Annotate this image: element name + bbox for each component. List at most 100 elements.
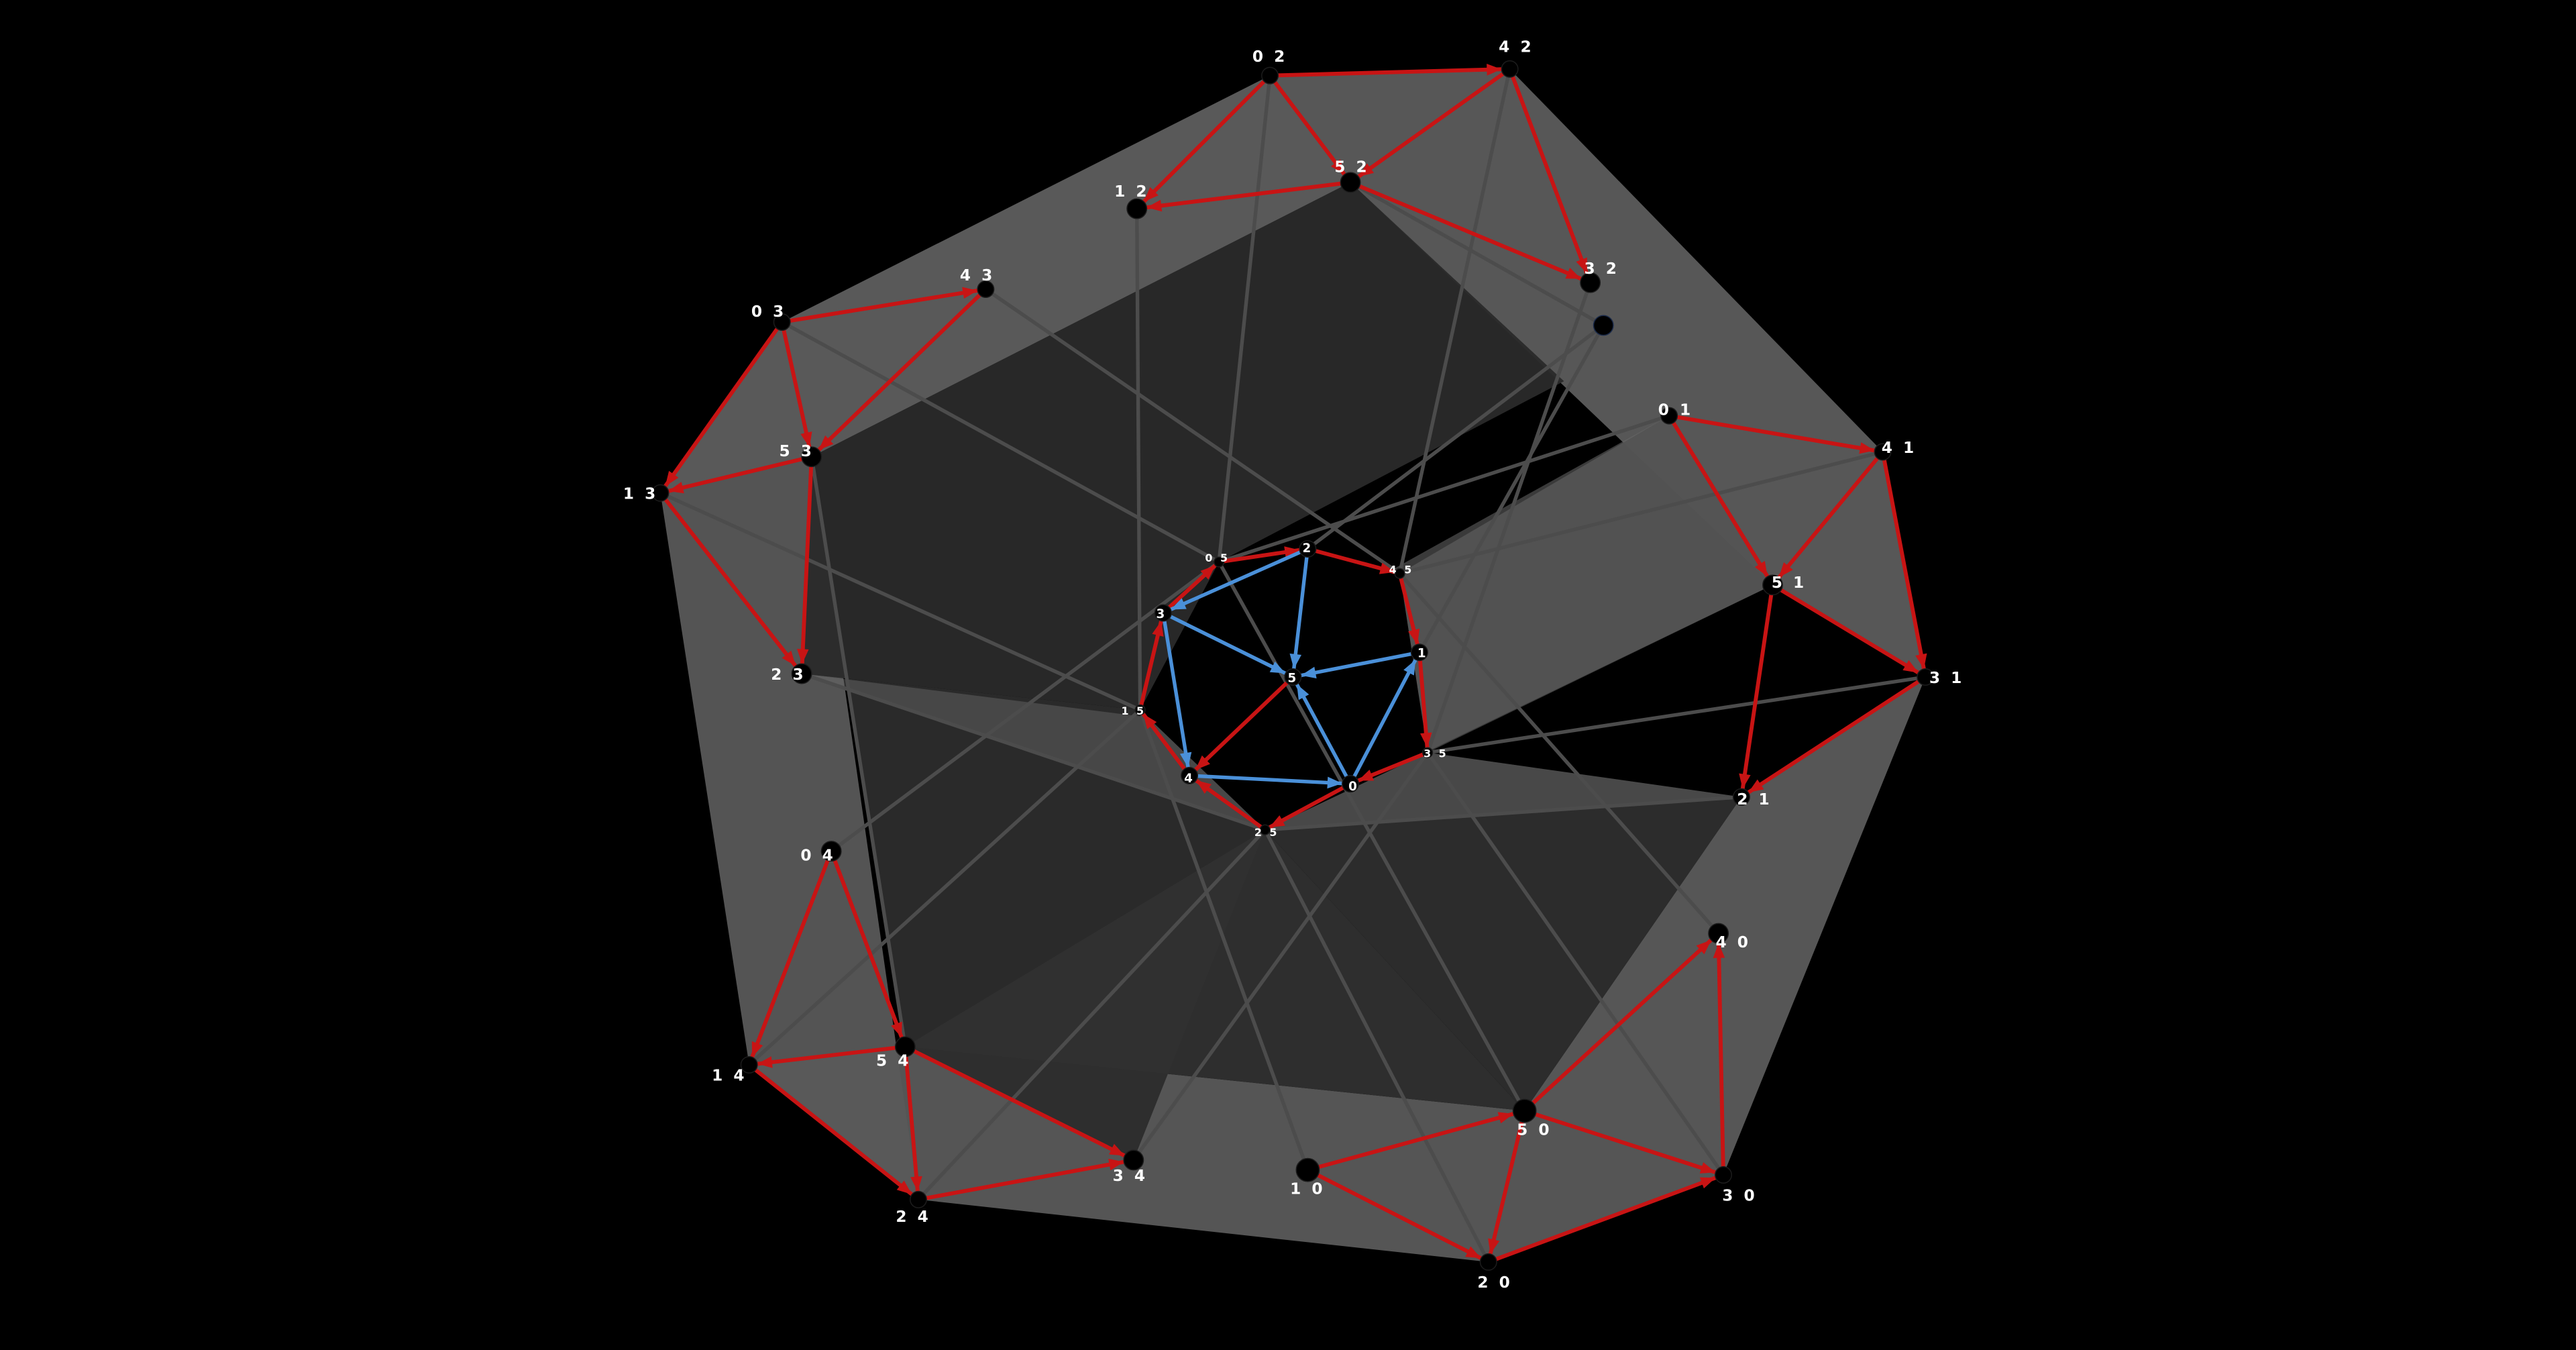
face-8 [1265,752,1741,1111]
node-label-5: 5 [1287,671,1298,685]
edge-10-20 [1305,1167,1483,1261]
node-label-45: 4 5 [1389,563,1414,576]
node-label-32: 3 2 [1585,260,1619,278]
node-label-51: 5 1 [1772,574,1807,592]
edge-54-14 [755,1045,908,1068]
inner-edges [1161,547,1421,789]
node-label-34: 3 4 [1113,1167,1148,1185]
node-labels: 0 2 4 2 5 2 1 2 3 2 0 3 4 3 5 3 1 3 2 3 0 1 4 1 5 1 3… [623,38,1964,1292]
edge-50-30 [1522,1108,1718,1175]
edge-3-5 [1161,611,1288,676]
edge-54-34 [903,1045,1127,1158]
node-label-1: 1 [1417,647,1428,661]
edge-31-35 [1426,675,1927,755]
edge-01-41 [1667,413,1877,454]
edge-14-15 [747,708,1142,1067]
node-label-13: 1 3 [623,485,658,503]
face-1 [660,75,1351,493]
edge-03-53 [780,320,812,450]
node-label-03: 0 3 [751,303,786,321]
node-1 [1410,643,1428,662]
edge-42-52 [1356,66,1512,179]
edge-50-40 [1522,938,1713,1113]
edge-02-12 [1142,73,1273,204]
edge-30-35 [1426,750,1725,1177]
node-52 [1340,172,1361,193]
node-40 [1708,923,1729,944]
node-label-41: 4 1 [1882,439,1917,457]
edge-42-32 [1507,66,1589,276]
edge-0-1 [1348,658,1417,786]
face-12 [1140,562,1428,830]
edge-25-4 [1194,778,1267,832]
node-label-10: 1 0 [1290,1180,1325,1198]
edge-01-05 [1217,413,1671,564]
edge-02-52 [1268,73,1347,177]
node-label-24: 2 4 [896,1208,930,1226]
node-3 [1154,604,1172,622]
edge-34-35 [1132,750,1430,1162]
edge-02-05 [1217,73,1272,564]
edge-0-25 [1267,782,1353,830]
node-label-4: 4 [1184,772,1195,786]
node-5 [1284,668,1302,686]
node-20 [1479,1253,1497,1271]
face-0 [1270,68,1926,677]
edge-50-20 [1488,1108,1527,1256]
edge-4-0 [1187,774,1344,789]
node-12 [1126,198,1148,219]
node-32 [1580,272,1601,293]
node-label-0: 0 [1348,780,1359,794]
node-45 [1394,568,1405,579]
node-0 [1342,775,1360,793]
edge-52-32 [1348,180,1583,281]
node-label-05: 0 5 [1205,552,1230,564]
node-label-04: 0 4 [800,846,835,864]
node-41 [1874,443,1892,461]
edge-10-15 [1138,708,1310,1172]
node-04 [820,841,842,862]
edge-1-5 [1299,650,1421,679]
edge-43-53 [816,287,988,452]
edge-52-hidden [1348,180,1605,327]
edge-14-24 [747,1062,914,1197]
node-label-01: 0 1 [1658,401,1693,419]
edge-1-35 [1417,650,1432,750]
node-label-14: 1 4 [712,1067,747,1085]
directed-edges [658,63,1928,1264]
edge-03-43 [780,287,980,324]
edge-0-5 [1295,682,1352,786]
edge-54-24 [903,1045,922,1194]
node-label-25: 2 5 [1254,826,1279,839]
edge-53-23 [796,454,814,666]
node-42 [1501,60,1519,78]
node-15 [1134,704,1146,716]
edge-01-51 [1667,413,1770,579]
edge-42-45 [1397,67,1512,576]
node-label-23: 2 3 [771,666,806,684]
node-05 [1214,556,1225,568]
edge-52-12 [1144,180,1353,212]
node-label-3: 3 [1157,607,1167,621]
node-label-31: 3 1 [1929,669,1964,687]
node-hidden [1593,315,1614,336]
edge-23-25 [800,672,1267,832]
edge-03-05 [780,320,1221,564]
node-23 [791,663,812,684]
edge-02-42 [1268,63,1504,78]
edge-41-45 [1397,450,1885,576]
edge-20-25 [1263,828,1491,1264]
node-label-35: 3 5 [1424,747,1448,760]
edge-05-2 [1217,546,1302,564]
edge-15-3 [1138,619,1164,712]
node-30 [1714,1166,1732,1184]
edge-10-50 [1305,1112,1516,1172]
edge-2-45 [1305,547,1397,574]
edge-40-45 [1397,571,1721,935]
node-label-20: 2 0 [1477,1274,1512,1292]
edge-53-54 [810,455,908,1049]
edge-3-4 [1161,611,1192,770]
node-label-53: 5 3 [780,442,814,460]
node-label-40: 4 0 [1715,933,1750,951]
